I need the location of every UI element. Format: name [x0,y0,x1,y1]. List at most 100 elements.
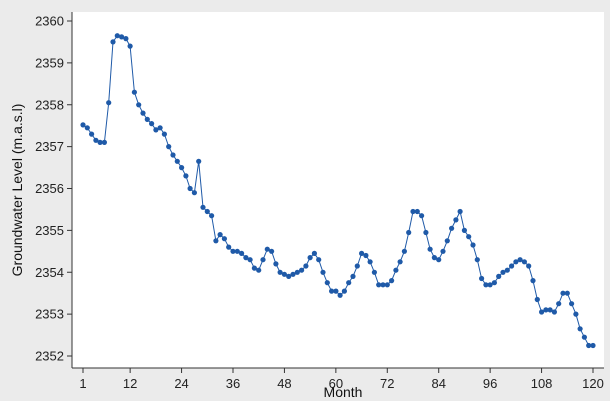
data-point [539,309,545,315]
data-point [260,257,266,263]
data-point [346,280,352,286]
data-point [247,257,253,263]
data-point [496,273,502,279]
data-point [234,248,240,254]
data-point [200,204,206,210]
data-point [436,257,442,263]
data-point [470,242,476,248]
data-point [543,307,549,313]
y-axis-ticks: 2352 2353 2354 2355 2356 2357 2358 2359 2360 [35,14,72,364]
data-point [221,236,227,242]
axes [71,12,604,369]
x-tick-label: 120 [582,376,604,391]
data-point [380,282,386,288]
data-point [517,257,523,263]
data-point [350,273,356,279]
data-point [127,43,133,49]
data-point [581,334,588,340]
data-point [187,185,193,192]
data-point [534,296,540,303]
x-tick-label: 36 [226,376,240,391]
data-point [363,252,369,259]
data-point [114,33,120,39]
x-tick-label: 48 [277,376,291,391]
data-point [547,307,553,313]
data-point [101,139,107,145]
data-point [204,208,210,215]
data-point [457,208,463,215]
data-point [213,238,219,244]
data-point [149,121,155,127]
data-point [551,309,558,315]
x-tick-label: 108 [531,376,553,391]
y-tick-label: 2358 [35,97,64,112]
x-axis-title: Month [324,384,363,400]
data-point [170,152,176,158]
x-tick-label: 24 [174,376,188,391]
data-point [123,36,129,42]
data-point [251,265,257,271]
data-point [401,248,407,254]
data-point [466,234,472,240]
data-point [166,144,172,150]
data-point [573,311,579,317]
data-point [153,127,159,133]
y-tick-label: 2360 [35,14,64,29]
plot-area [72,12,604,368]
data-point [333,288,339,294]
data-point [491,280,497,286]
data-point [307,255,313,261]
data-point [191,190,197,196]
data-point [440,248,446,254]
data-point [320,269,326,275]
data-point [586,342,592,349]
data-point [174,158,180,164]
data-point [341,288,347,294]
x-tick-label: 60 [329,376,343,391]
y-tick-label: 2357 [35,139,64,154]
data-point [286,273,292,279]
data-point [431,255,437,261]
data-point [179,165,185,171]
data-point [311,250,317,256]
data-point [530,278,536,284]
data-point [84,125,90,131]
data-point [97,139,103,145]
x-tick-label: 96 [483,376,497,391]
data-point [483,282,489,288]
data-point [371,269,377,275]
data-point [290,271,296,277]
data-point [269,248,275,254]
data-point [393,267,399,273]
y-tick-label: 2354 [35,265,64,280]
data-point [487,282,493,288]
data-point [560,290,566,296]
data-point [277,269,283,275]
data-point [256,267,262,273]
data-point [500,269,506,275]
data-point [161,131,167,137]
data-point [564,290,570,296]
data-point [80,122,86,128]
data-point [419,213,425,219]
data-point [93,137,99,143]
x-tick-label: 72 [380,376,394,391]
y-tick-label: 2355 [35,223,64,238]
data-point [453,217,459,223]
y-tick-label: 2359 [35,55,64,70]
data-point [337,292,343,298]
data-point [569,301,575,307]
data-point [376,282,382,288]
data-point [316,257,322,263]
data-point [526,263,532,269]
data-point [427,246,433,252]
data-point [444,238,450,244]
data-point [359,250,365,256]
y-tick-label: 2352 [35,349,64,364]
data-point [157,125,163,131]
data-point [144,116,150,122]
y-axis-title: Groundwater Level (m.a.s.l) [9,104,25,277]
data-point [406,229,412,236]
data-point [110,39,116,45]
